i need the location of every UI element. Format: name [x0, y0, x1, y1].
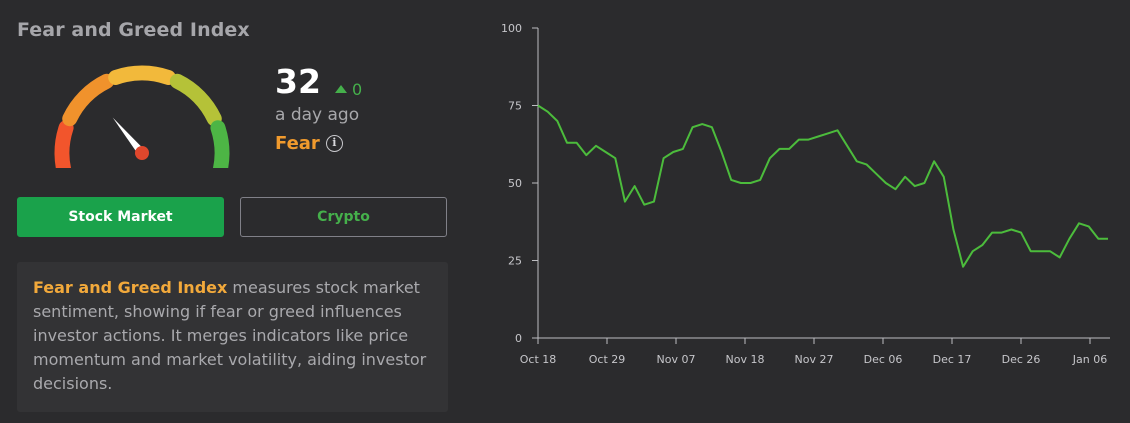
- crypto-button[interactable]: Crypto: [240, 197, 447, 237]
- description-panel: Fear and Greed Index measures stock mark…: [17, 262, 448, 412]
- gauge-needle: [112, 117, 146, 156]
- index-history-chart: 0 25 50 75 100 Oct 18 Oct 29 Nov 07 Nov 18 Nov 27…: [501, 22, 1110, 366]
- gauge-segment-fear: [62, 73, 115, 127]
- score-timestamp: a day ago: [275, 105, 360, 125]
- x-tick-label: Oct 18: [520, 353, 557, 366]
- index-score: 32: [275, 62, 321, 101]
- x-tick-label: Jan 06: [1072, 353, 1107, 366]
- gauge-segment-greed: [169, 73, 222, 127]
- gauge-segment-neutral: [108, 65, 176, 85]
- sentiment-label: Fear: [275, 133, 320, 154]
- stock-market-button[interactable]: Stock Market: [17, 197, 224, 237]
- score-block: 32 0 a day ago Fear i: [275, 62, 362, 154]
- gauge-needle-hub: [135, 146, 149, 160]
- y-tick-label: 0: [515, 332, 522, 345]
- score-delta-value: 0: [351, 79, 363, 99]
- widget-title: Fear and Greed Index: [17, 19, 250, 41]
- gauge-segment-extreme-greed: [210, 120, 230, 168]
- x-tick-label: Dec 26: [1002, 353, 1041, 366]
- x-tick-label: Nov 27: [795, 353, 834, 366]
- gauge-segment-extreme-fear: [54, 120, 74, 168]
- y-tick-label: 100: [501, 22, 522, 35]
- x-tick-label: Nov 18: [726, 353, 765, 366]
- score-delta: 0: [334, 79, 363, 99]
- series-line: [537, 104, 1108, 268]
- description-highlight: Fear and Greed Index: [33, 278, 228, 297]
- gauge-segments: [54, 65, 230, 168]
- info-icon[interactable]: i: [325, 135, 343, 152]
- y-tick-label: 25: [508, 255, 522, 268]
- sentiment-gauge: [54, 65, 230, 168]
- x-tick-label: Oct 29: [589, 353, 626, 366]
- x-tick-label: Dec 06: [864, 353, 903, 366]
- y-tick-label: 75: [508, 100, 522, 113]
- y-tick-label: 50: [508, 177, 522, 190]
- up-arrow-icon: [334, 85, 347, 93]
- x-tick-label: Dec 17: [933, 353, 972, 366]
- x-tick-label: Nov 07: [657, 353, 696, 366]
- description-text: measures stock market sentiment, showing…: [33, 278, 427, 393]
